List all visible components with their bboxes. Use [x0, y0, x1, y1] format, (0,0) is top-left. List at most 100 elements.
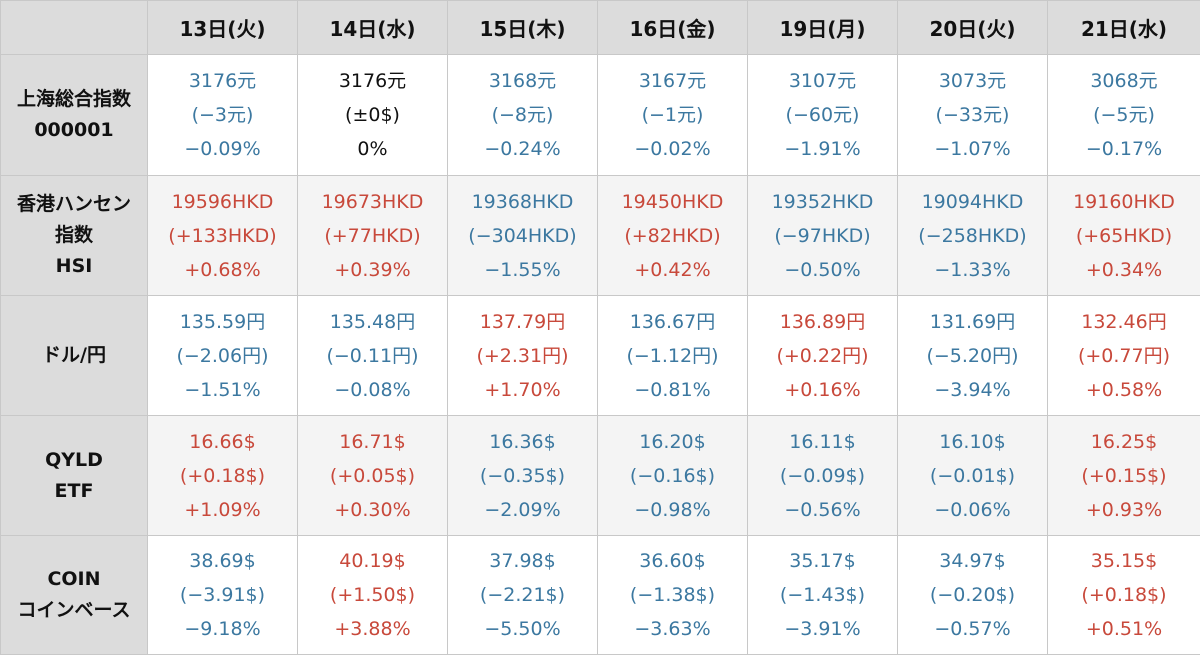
value-cell: 3068元(−5元)−0.17% — [1048, 55, 1200, 176]
price-value: 19596HKD — [148, 185, 297, 219]
change-percent: −0.06% — [898, 493, 1047, 527]
change-value: (−8元) — [448, 98, 597, 132]
value-cell: 19673HKD(+77HKD)+0.39% — [298, 176, 448, 296]
price-value: 131.69円 — [898, 305, 1047, 339]
price-value: 16.11$ — [748, 425, 897, 459]
value-cell: 16.25$(+0.15$)+0.93% — [1048, 416, 1200, 536]
row-label-line: 000001 — [1, 115, 147, 146]
change-value: (−1.12円) — [598, 339, 747, 373]
price-value: 16.66$ — [148, 425, 297, 459]
change-percent: −1.55% — [448, 253, 597, 287]
change-value: (−33元) — [898, 98, 1047, 132]
value-cell: 137.79円(+2.31円)+1.70% — [448, 296, 598, 416]
price-value: 19094HKD — [898, 185, 1047, 219]
value-cell: 40.19$(+1.50$)+3.88% — [298, 536, 448, 655]
price-value: 3176元 — [148, 64, 297, 98]
price-value: 19352HKD — [748, 185, 897, 219]
change-value: (−5.20円) — [898, 339, 1047, 373]
value-cell: 135.48円(−0.11円)−0.08% — [298, 296, 448, 416]
value-cell: 19160HKD(+65HKD)+0.34% — [1048, 176, 1200, 296]
value-cell: 38.69$(−3.91$)−9.18% — [148, 536, 298, 655]
value-cell: 131.69円(−5.20円)−3.94% — [898, 296, 1048, 416]
change-value: (+0.05$) — [298, 459, 447, 493]
price-value: 19450HKD — [598, 185, 747, 219]
price-value: 16.10$ — [898, 425, 1047, 459]
change-percent: −0.09% — [148, 132, 297, 166]
change-percent: +0.68% — [148, 253, 297, 287]
price-value: 19160HKD — [1048, 185, 1200, 219]
price-value: 36.60$ — [598, 544, 747, 578]
change-value: (−3元) — [148, 98, 297, 132]
value-cell: 3176元(±0$)0% — [298, 55, 448, 176]
change-percent: 0% — [298, 132, 447, 166]
change-value: (−258HKD) — [898, 219, 1047, 253]
change-value: (−3.91$) — [148, 578, 297, 612]
row-label-line: コインベース — [1, 595, 147, 626]
change-percent: +0.39% — [298, 253, 447, 287]
price-value: 19673HKD — [298, 185, 447, 219]
row-label-line: ドル/円 — [1, 340, 147, 371]
row-label-line: 香港ハンセン — [1, 189, 147, 220]
change-value: (−5元) — [1048, 98, 1200, 132]
change-value: (−1元) — [598, 98, 747, 132]
value-cell: 135.59円(−2.06円)−1.51% — [148, 296, 298, 416]
price-value: 3073元 — [898, 64, 1047, 98]
change-percent: −0.57% — [898, 612, 1047, 646]
row-label-line: HSI — [1, 251, 147, 282]
change-percent: −9.18% — [148, 612, 297, 646]
change-percent: −0.50% — [748, 253, 897, 287]
corner-cell — [1, 1, 148, 55]
price-value: 16.71$ — [298, 425, 447, 459]
change-percent: −0.02% — [598, 132, 747, 166]
change-value: (−0.16$) — [598, 459, 747, 493]
price-value: 3167元 — [598, 64, 747, 98]
price-value: 38.69$ — [148, 544, 297, 578]
date-header: 21日(水) — [1048, 1, 1200, 55]
value-cell: 136.67円(−1.12円)−0.81% — [598, 296, 748, 416]
row-label-line: COIN — [1, 564, 147, 595]
change-value: (+77HKD) — [298, 219, 447, 253]
change-value: (−0.20$) — [898, 578, 1047, 612]
date-header: 19日(月) — [748, 1, 898, 55]
price-value: 19368HKD — [448, 185, 597, 219]
change-percent: −1.91% — [748, 132, 897, 166]
value-cell: 19352HKD(−97HKD)−0.50% — [748, 176, 898, 296]
price-value: 16.36$ — [448, 425, 597, 459]
value-cell: 19450HKD(+82HKD)+0.42% — [598, 176, 748, 296]
change-percent: −1.33% — [898, 253, 1047, 287]
header-row: 13日(火) 14日(水) 15日(木) 16日(金) 19日(月) 20日(火… — [1, 1, 1200, 55]
change-percent: −1.51% — [148, 373, 297, 407]
value-cell: 3167元(−1元)−0.02% — [598, 55, 748, 176]
price-value: 136.67円 — [598, 305, 747, 339]
price-value: 136.89円 — [748, 305, 897, 339]
value-cell: 35.15$(+0.18$)+0.51% — [1048, 536, 1200, 655]
date-header: 14日(水) — [298, 1, 448, 55]
value-cell: 37.98$(−2.21$)−5.50% — [448, 536, 598, 655]
value-cell: 16.66$(+0.18$)+1.09% — [148, 416, 298, 536]
change-percent: −3.91% — [748, 612, 897, 646]
row-label-line: QYLD — [1, 445, 147, 476]
change-value: (−0.09$) — [748, 459, 897, 493]
date-header: 13日(火) — [148, 1, 298, 55]
change-percent: −3.63% — [598, 612, 747, 646]
value-cell: 19368HKD(−304HKD)−1.55% — [448, 176, 598, 296]
row-label-line: ETF — [1, 476, 147, 507]
value-cell: 36.60$(−1.38$)−3.63% — [598, 536, 748, 655]
change-percent: +0.42% — [598, 253, 747, 287]
change-percent: +1.70% — [448, 373, 597, 407]
value-cell: 34.97$(−0.20$)−0.57% — [898, 536, 1048, 655]
change-value: (+0.77円) — [1048, 339, 1200, 373]
value-cell: 16.20$(−0.16$)−0.98% — [598, 416, 748, 536]
change-value: (+2.31円) — [448, 339, 597, 373]
change-percent: +0.51% — [1048, 612, 1200, 646]
change-percent: −1.07% — [898, 132, 1047, 166]
change-percent: +0.30% — [298, 493, 447, 527]
